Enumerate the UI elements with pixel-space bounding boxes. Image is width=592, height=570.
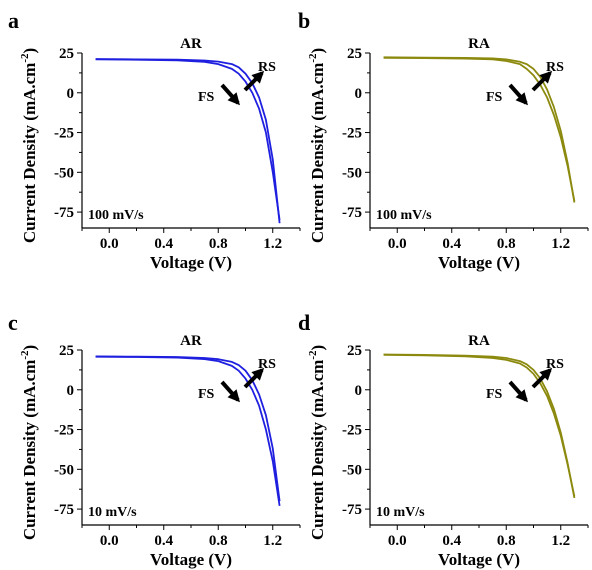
y-axis-label: Current Density (mA.cm-2) — [19, 345, 39, 540]
x-tick-label: 0.0 — [388, 236, 407, 252]
x-tick-label: 1.2 — [551, 236, 570, 252]
y-tick-label: -75 — [54, 502, 74, 518]
panel-letter: c — [8, 310, 18, 335]
y-tick-label: 0 — [67, 86, 75, 102]
fs-arrow-head — [227, 92, 240, 106]
y-tick-label: 25 — [347, 46, 362, 62]
x-axis-label: Voltage (V) — [438, 550, 520, 569]
x-tick-label: 0.0 — [100, 236, 119, 252]
y-tick-label: -25 — [342, 423, 362, 439]
rs-arrow-head — [251, 70, 265, 84]
rs-label: RS — [546, 60, 564, 75]
x-tick-label: 0.4 — [442, 236, 461, 252]
x-tick-label: 1.2 — [263, 533, 282, 549]
panel-d: d RA 25 0 -25 -50 -75 0.0 0.4 0.8 1.2 Voltage (V) Cu… — [298, 310, 589, 569]
y-tick-label: -50 — [54, 462, 74, 478]
panel-letter: d — [298, 310, 310, 335]
panel-b: b RA 25 0 -25 -50 -75 0.0 0.4 0.8 1.2 Voltage (V) Cu… — [298, 8, 589, 272]
y-tick-label: 25 — [347, 343, 362, 359]
rs-arrow-head — [251, 367, 265, 381]
panel-title: AR — [180, 36, 202, 52]
scan-rate-label: 10 mV/s — [88, 505, 137, 520]
x-tick-label: 0.4 — [154, 533, 173, 549]
scan-rate-label: 10 mV/s — [376, 505, 425, 520]
rs-arrow-head — [539, 367, 553, 381]
x-tick-label: 1.2 — [263, 236, 282, 252]
y-axis-label: Current Density (mA.cm-2) — [19, 48, 39, 243]
y-tick-label: -50 — [342, 165, 362, 181]
panel-title: RA — [468, 36, 490, 52]
y-tick-label: -75 — [54, 205, 74, 221]
rs-label: RS — [258, 357, 276, 372]
y-tick-label: 0 — [355, 383, 363, 399]
x-tick-label: 0.8 — [209, 236, 228, 252]
panel-c: c AR 25 0 -25 -50 -75 0.0 0.4 0.8 1.2 Voltage (V) Cu… — [8, 310, 301, 569]
x-tick-label: 0.4 — [442, 533, 461, 549]
y-tick-label: -25 — [342, 126, 362, 142]
y-tick-label: -75 — [342, 502, 362, 518]
x-tick-label: 0.8 — [497, 533, 516, 549]
fs-label: FS — [198, 387, 215, 402]
rs-label: RS — [258, 60, 276, 75]
x-tick-label: 1.2 — [551, 533, 570, 549]
x-tick-label: 0.8 — [209, 533, 228, 549]
y-axis-label: Current Density (mA.cm-2) — [307, 345, 327, 540]
x-tick-label: 0.4 — [154, 236, 173, 252]
series-line-2 — [95, 355, 281, 502]
y-tick-label: -50 — [54, 165, 74, 181]
fs-arrow-head — [515, 389, 528, 403]
rs-arrow-head — [539, 70, 553, 84]
y-tick-label: 25 — [59, 46, 74, 62]
y-axis-label: Current Density (mA.cm-2) — [307, 48, 327, 243]
y-tick-label: 0 — [67, 383, 75, 399]
x-axis-label: Voltage (V) — [438, 253, 520, 272]
y-tick-label: -50 — [342, 462, 362, 478]
fs-arrow-head — [227, 389, 240, 403]
panel-letter: a — [8, 8, 19, 33]
x-tick-label: 0.0 — [100, 533, 119, 549]
rs-label: RS — [546, 357, 564, 372]
fs-label: FS — [198, 90, 215, 105]
fs-label: FS — [486, 387, 503, 402]
series-line-2 — [383, 56, 576, 203]
scan-rate-label: 100 mV/s — [376, 208, 432, 223]
y-tick-label: 25 — [59, 343, 74, 359]
y-tick-label: 0 — [355, 86, 363, 102]
x-axis-label: Voltage (V) — [150, 550, 232, 569]
panel-title: AR — [180, 333, 202, 349]
panel-letter: b — [298, 8, 310, 33]
series-line-2 — [383, 353, 576, 499]
fs-arrow-head — [515, 92, 528, 106]
panel-title: RA — [468, 333, 490, 349]
series-line-2 — [95, 58, 281, 224]
panel-a: a AR 25 0 -25 -50 -75 0.0 0.4 0.8 1.2 Voltage (V) Cu… — [8, 8, 301, 272]
y-tick-label: -75 — [342, 205, 362, 221]
y-tick-label: -25 — [54, 126, 74, 142]
x-tick-label: 0.0 — [388, 533, 407, 549]
x-tick-label: 0.8 — [497, 236, 516, 252]
y-tick-label: -25 — [54, 423, 74, 439]
scan-rate-label: 100 mV/s — [88, 208, 144, 223]
x-axis-label: Voltage (V) — [150, 253, 232, 272]
fs-label: FS — [486, 90, 503, 105]
